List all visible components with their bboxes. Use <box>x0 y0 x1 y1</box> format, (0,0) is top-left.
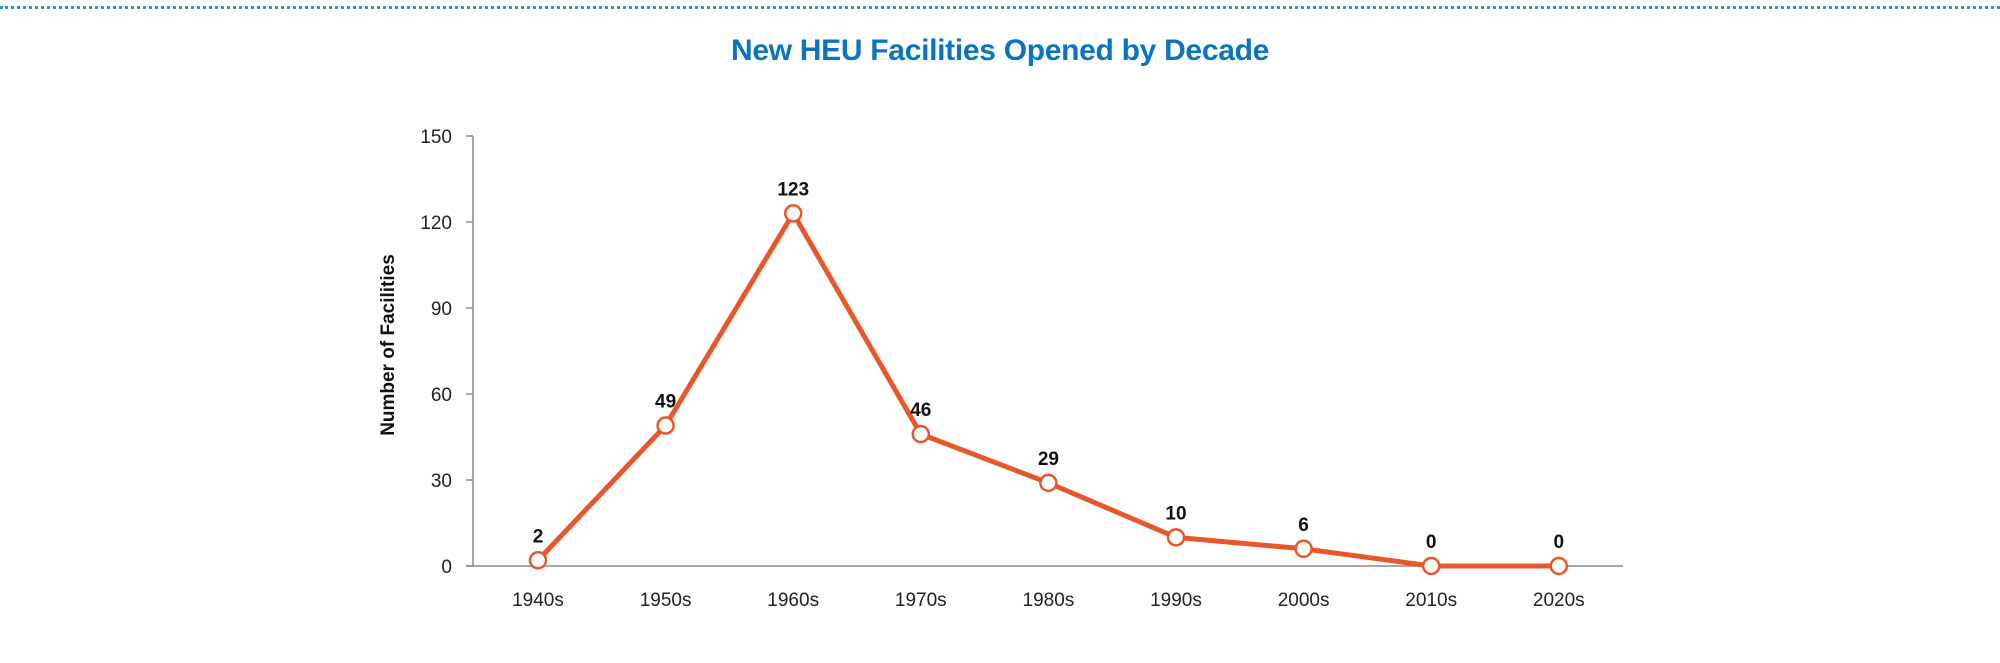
x-tick-label: 2000s <box>1278 590 1330 611</box>
y-tick-label: 120 <box>420 213 452 234</box>
data-label: 0 <box>1426 532 1437 553</box>
y-tick-label: 60 <box>431 385 452 406</box>
data-labels: 2 49 123 46 29 10 6 0 0 <box>533 179 1564 553</box>
axes <box>466 136 1623 567</box>
data-point-marker <box>1039 473 1058 493</box>
data-label: 123 <box>777 179 809 200</box>
y-tick-label: 30 <box>431 471 452 492</box>
data-label: 46 <box>910 400 931 421</box>
x-tick-label: 1990s <box>1150 590 1202 611</box>
x-tick-label: 2010s <box>1405 590 1457 611</box>
x-tick-label: 1950s <box>640 590 692 611</box>
data-point-marker <box>911 424 931 444</box>
y-tick-label: 0 <box>441 557 452 578</box>
markers <box>528 204 1569 576</box>
data-point-marker <box>656 416 675 435</box>
chart-title: New HEU Facilities Opened by Decade <box>730 34 1269 67</box>
x-tick-label: 1970s <box>895 590 947 611</box>
x-tick-label: 1980s <box>1023 590 1075 611</box>
y-tick-label: 90 <box>431 299 452 320</box>
data-point-marker <box>1294 539 1313 559</box>
y-axis-title: Number of Facilities <box>378 254 399 436</box>
data-label: 0 <box>1554 532 1565 553</box>
data-label: 49 <box>655 392 676 413</box>
top-dotted-rule <box>0 6 2000 9</box>
x-ticks: 1940s 1950s 1960s 1970s 1980s 1990s 2000s 2010s… <box>512 590 1585 611</box>
data-point-marker <box>1421 556 1441 576</box>
x-tick-label: 1940s <box>512 590 564 611</box>
data-label: 10 <box>1165 503 1186 524</box>
x-tick-label: 1960s <box>767 590 819 611</box>
data-point-marker <box>1549 556 1569 576</box>
y-ticks: 0 30 60 90 120 150 <box>420 127 473 578</box>
y-tick-label: 150 <box>420 127 452 148</box>
data-label: 29 <box>1038 449 1059 470</box>
data-label: 2 <box>533 526 544 547</box>
data-point-marker <box>1166 528 1186 547</box>
data-point-marker <box>783 204 803 223</box>
series-line <box>535 210 1562 569</box>
data-point-marker <box>528 551 548 570</box>
data-label: 6 <box>1298 515 1309 536</box>
x-tick-label: 2020s <box>1533 590 1585 611</box>
